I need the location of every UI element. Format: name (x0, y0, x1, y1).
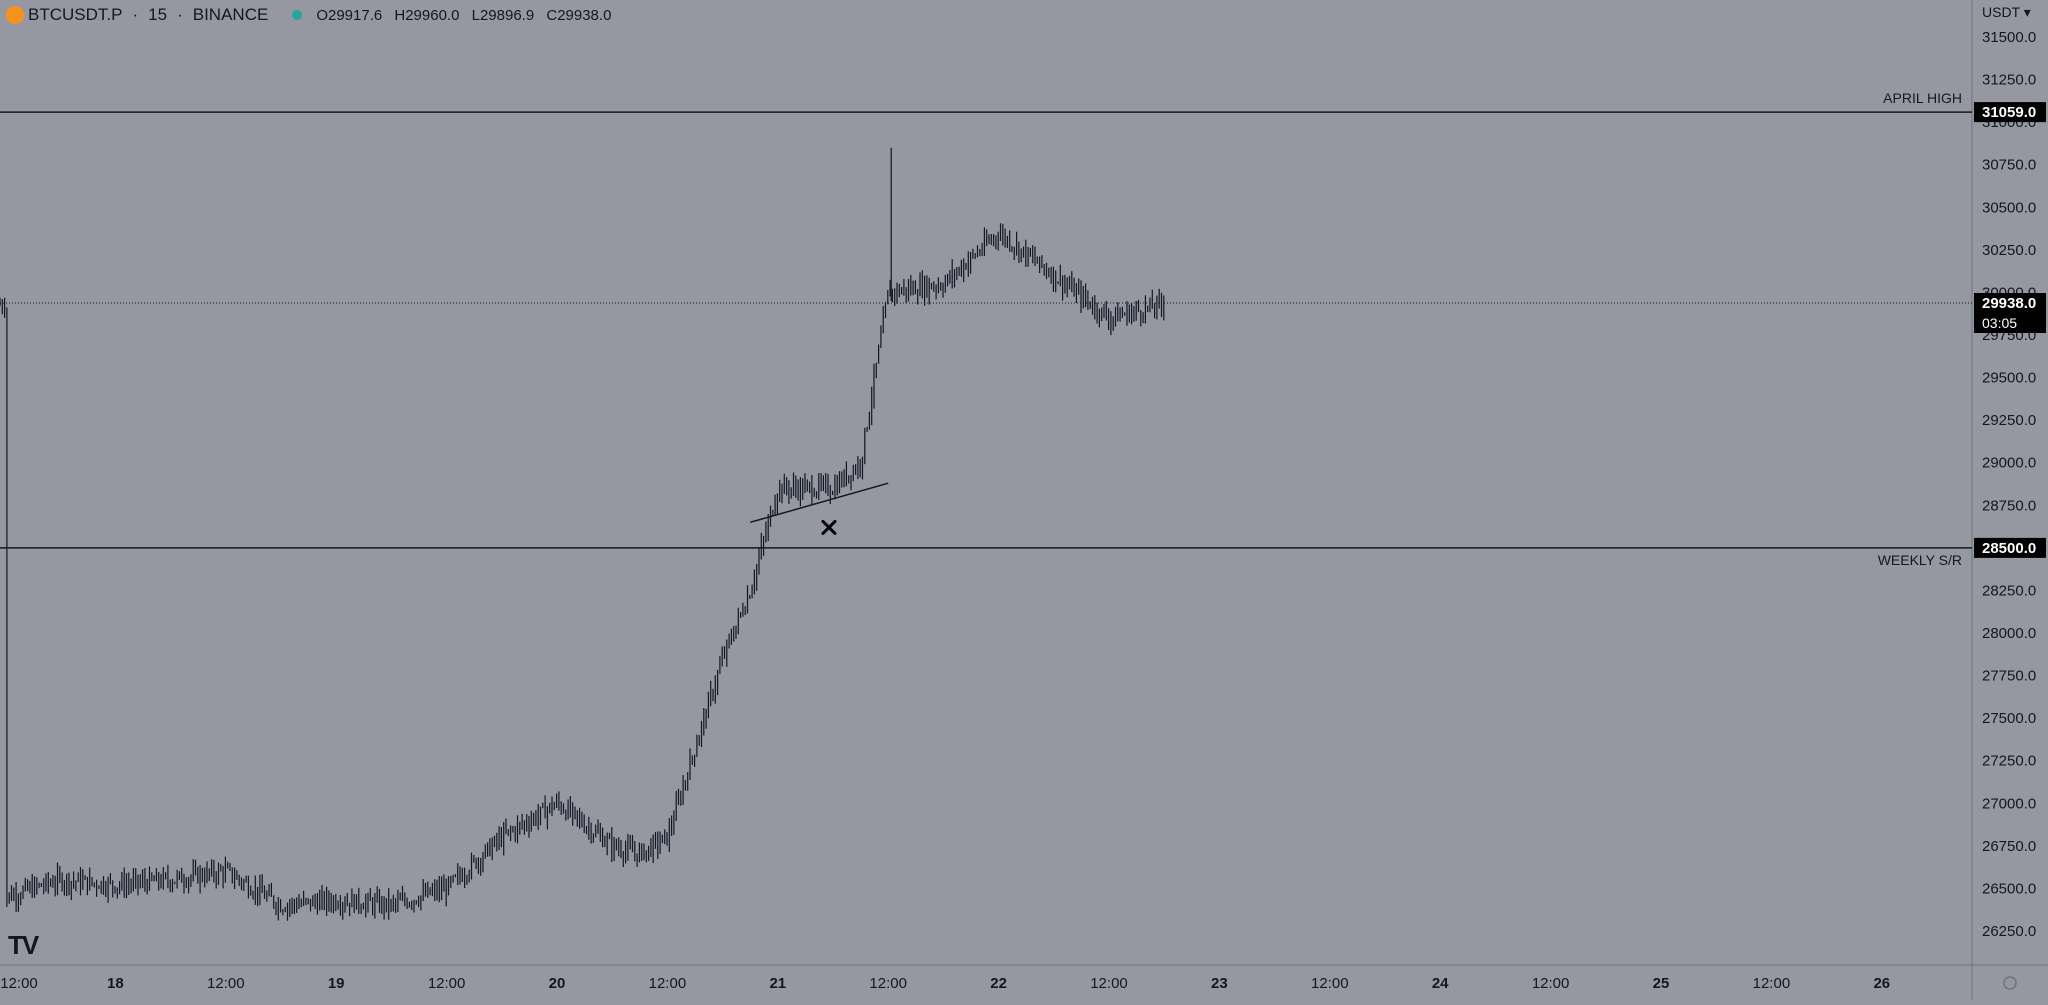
level-price-tag (1974, 537, 2046, 558)
time-tick-label: 12:00 (649, 975, 687, 992)
price-axis[interactable]: USDT ▾ 26250.0 26500.0 26750.0 27000.0 27250.… (1982, 4, 2036, 940)
time-tick-label: 19 (328, 975, 345, 992)
price-tick-label: 26250.0 (1982, 923, 2036, 940)
time-tick-label: 12:00 (207, 975, 245, 992)
time-tick-label: 21 (769, 975, 786, 992)
current-price-tag (1974, 293, 2046, 334)
price-tick-label: 28750.0 (1982, 497, 2036, 514)
time-tick-label: 12:00 (1532, 975, 1570, 992)
price-tick-label: 30500.0 (1982, 199, 2036, 216)
price-tick-label: 26500.0 (1982, 880, 2036, 897)
level-label: WEEKLY S/R (1878, 552, 1962, 568)
settings-gear-icon[interactable] (2003, 976, 2017, 990)
trendline[interactable] (749, 482, 889, 524)
time-tick-label: 23 (1211, 975, 1228, 992)
tradingview-logo-icon[interactable]: TV (8, 930, 39, 960)
time-axis[interactable]: 12:00 18 12:00 19 12:00 20 12:00 21 12:00 22 12:00… (0, 975, 1890, 992)
price-tick-label: 30250.0 (1982, 242, 2036, 259)
price-tick-label: 28250.0 (1982, 582, 2036, 599)
time-tick-label: 12:00 (428, 975, 466, 992)
price-tick-label: 27750.0 (1982, 668, 2036, 685)
level-price-tag-text: 28500.0 (1982, 540, 2036, 557)
price-tick-label: 26750.0 (1982, 838, 2036, 855)
price-tick-label: 28000.0 (1982, 625, 2036, 642)
time-tick-label: 12:00 (1311, 975, 1349, 992)
current-price-text: 29938.0 (1982, 295, 2036, 312)
time-tick-label: 22 (990, 975, 1007, 992)
time-tick-label: 12:00 (0, 975, 38, 992)
time-tick-label: 12:00 (1090, 975, 1128, 992)
time-tick-label: 24 (1432, 975, 1449, 992)
time-tick-label: 25 (1653, 975, 1670, 992)
price-tick-label: 31250.0 (1982, 72, 2036, 89)
time-tick-label: 12:00 (1753, 975, 1791, 992)
time-tick-label: 26 (1873, 975, 1890, 992)
level-label: APRIL HIGH (1883, 90, 1962, 106)
time-tick-label: 12:00 (869, 975, 907, 992)
price-tick-label: 27500.0 (1982, 710, 2036, 727)
time-tick-label: 18 (107, 975, 124, 992)
level-price-tag-text: 31059.0 (1982, 104, 2036, 121)
price-tick-label: 27250.0 (1982, 753, 2036, 770)
level-price-tag (1974, 102, 2046, 123)
price-tick-label: 29500.0 (1982, 370, 2036, 387)
time-tick-label: 20 (549, 975, 566, 992)
price-tick-label: 29000.0 (1982, 455, 2036, 472)
price-tick-label: 31500.0 (1982, 29, 2036, 46)
price-tick-label: 30750.0 (1982, 157, 2036, 174)
price-tick-label: 27000.0 (1982, 795, 2036, 812)
price-tick-label: 29250.0 (1982, 412, 2036, 429)
candles[interactable] (0, 147, 1165, 921)
bar-countdown-text: 03:05 (1982, 315, 2017, 331)
x-marker-icon[interactable] (821, 519, 837, 535)
currency-label[interactable]: USDT ▾ (1982, 4, 2031, 20)
